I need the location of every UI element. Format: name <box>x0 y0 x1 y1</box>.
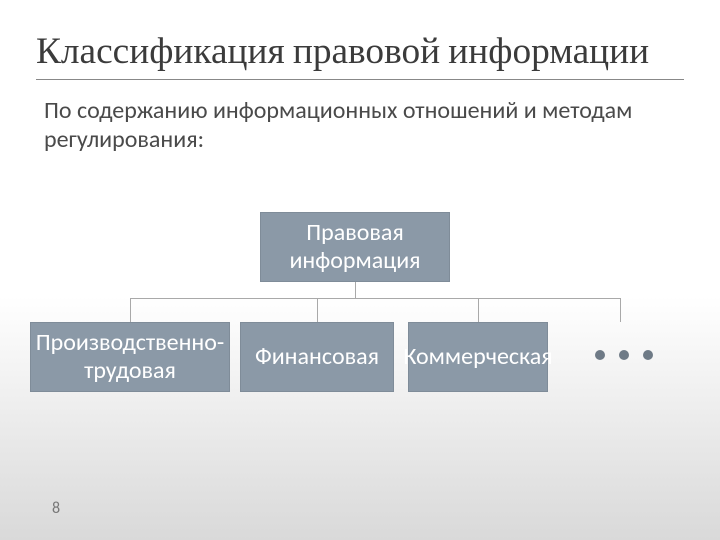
page-number: 8 <box>52 499 60 518</box>
connector <box>130 298 131 322</box>
tree-child: Финансовая <box>240 322 394 392</box>
dot-icon <box>643 350 653 360</box>
slide: Классификация правовой информации По сод… <box>0 0 720 540</box>
tree-child: Коммерческая <box>408 322 548 392</box>
connector <box>317 298 318 322</box>
tree-child: Производственно-трудовая <box>30 322 230 392</box>
connector <box>355 282 356 298</box>
org-tree: Правовая информация Производственно-труд… <box>0 0 720 540</box>
connector <box>478 298 479 322</box>
dot-icon <box>619 350 629 360</box>
tree-root: Правовая информация <box>260 212 450 282</box>
connector <box>620 298 621 322</box>
connector <box>130 298 620 299</box>
dot-icon <box>595 350 605 360</box>
ellipsis-icon <box>595 350 653 360</box>
